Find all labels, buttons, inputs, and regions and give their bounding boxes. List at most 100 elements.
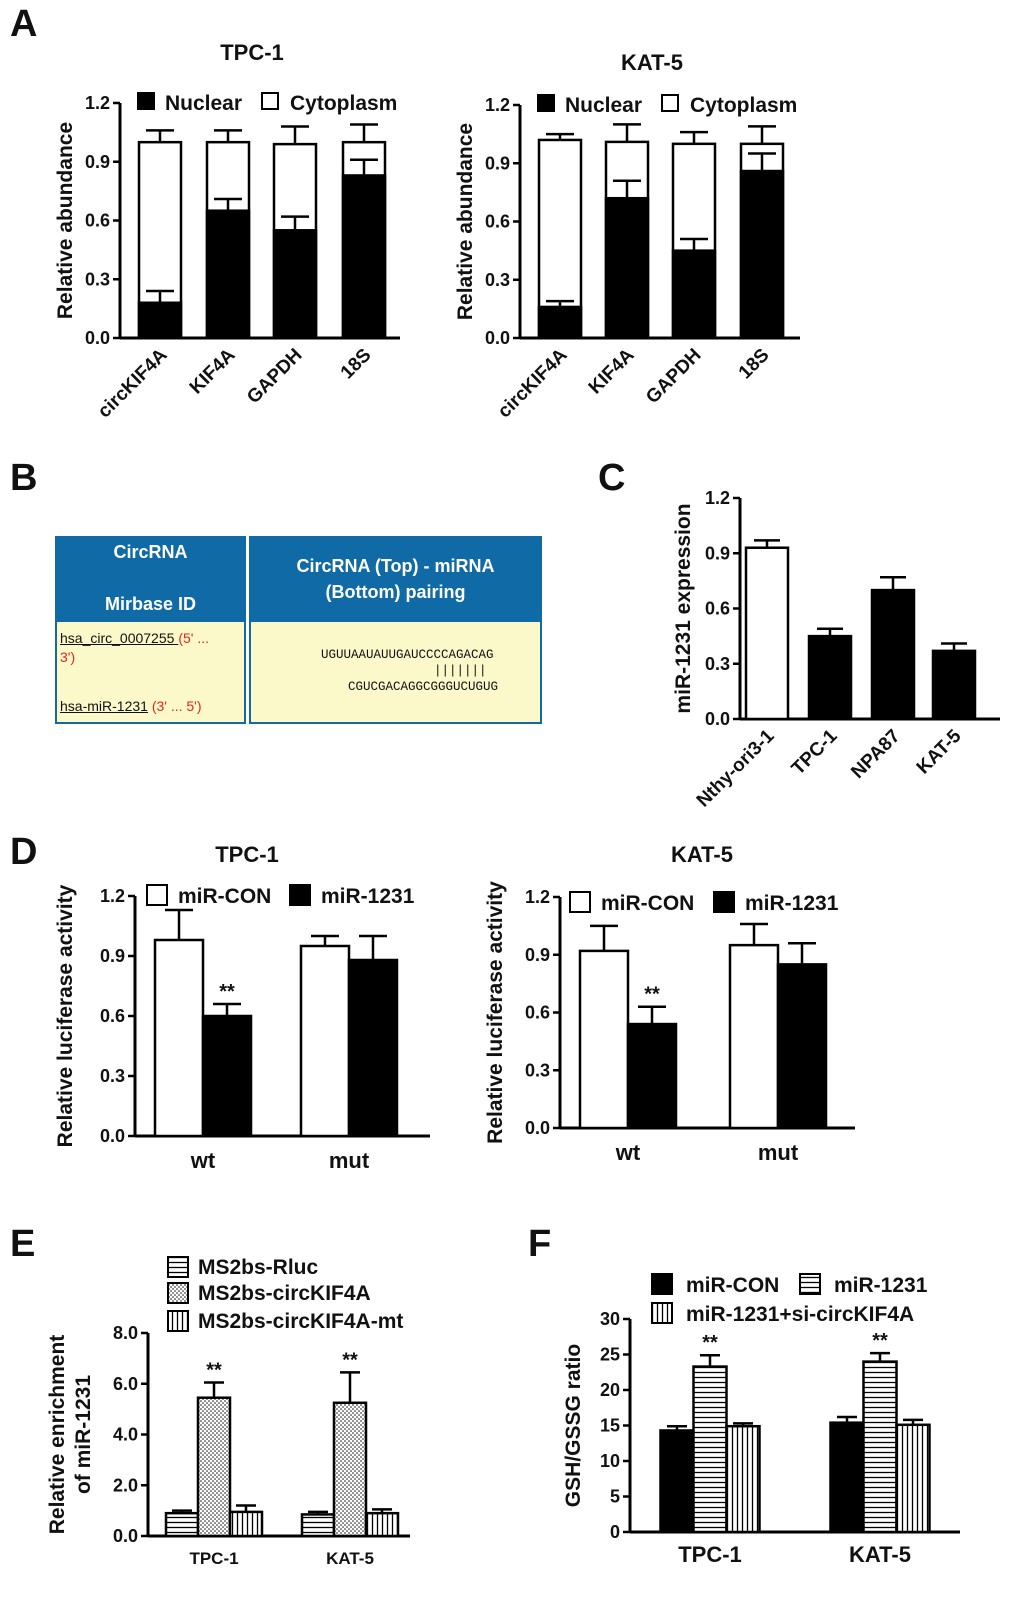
legend-label: miR-1231 (321, 885, 415, 908)
x-tick-label: NPA87 (847, 726, 904, 783)
legend-label: Cytoplasm (690, 94, 797, 117)
bar-mir-1231-si-circkif4a (725, 1424, 761, 1534)
y-tick-label: 1.2 (705, 488, 730, 508)
legend-label: miR-1231+si-circKIF4A (686, 1303, 914, 1326)
sequence-circrna: UGUUAAUAUUGAUCCCCAGACAG (321, 648, 494, 662)
chart-title: KAT-5 (621, 50, 683, 75)
bar-mir-1231 (692, 1365, 728, 1534)
significance-label: ** (219, 981, 235, 1003)
bar-mir-1231 (626, 1022, 678, 1130)
x-tick-label: KAT-5 (913, 725, 966, 778)
legend-label: Cytoplasm (290, 92, 397, 115)
x-tick-label: 18S (735, 345, 774, 384)
y-axis-label: Relative abundance (454, 123, 477, 320)
y-tick-label: 0 (610, 1522, 620, 1542)
bar-mir-con (578, 949, 630, 1130)
significance-label: ** (342, 1349, 358, 1371)
x-tick-label: wt (615, 1140, 641, 1165)
x-tick-label: mut (329, 1148, 370, 1173)
bar-ms2bs-rluc (164, 1511, 200, 1538)
panel-label-c: C (598, 457, 625, 499)
circ-direction-start: (5' ... (178, 630, 209, 646)
bar-mir-con (299, 944, 351, 1138)
header-pairing-line1: CircRNA (Top) - miRNA (296, 556, 495, 576)
chart-title: TPC-1 (215, 842, 279, 867)
legend-label: miR-1231 (745, 892, 839, 915)
bar-mir-1231 (347, 958, 399, 1138)
x-tick-label: circKIF4A (494, 344, 572, 422)
table-header-circrna: CircRNA Mirbase ID (55, 536, 246, 620)
bar-nuclear (537, 305, 583, 340)
y-tick-label: 0.6 (485, 212, 510, 232)
y-tick-label: 1.2 (85, 93, 110, 113)
chart-c: 0.0 0.3 0.6 0.9 1.2 miR-1231 expression Nthy-o… (672, 488, 1000, 811)
bar-nuclear (137, 301, 183, 340)
y-axis-label-line2: of miR-1231 (72, 1375, 95, 1494)
bar-nuclear (272, 229, 318, 340)
x-tick-label: KIF4A (585, 344, 639, 398)
legend-swatch (537, 94, 555, 112)
mir-direction: (3' ... 5') (151, 698, 202, 714)
y-tick-label: 30 (600, 1309, 620, 1329)
y-tick-label: 8.0 (113, 1323, 138, 1343)
x-tick-label: KAT-5 (849, 1542, 911, 1567)
y-tick-label: 5 (610, 1487, 620, 1507)
y-tick-label: 0.0 (705, 709, 730, 729)
legend-swatch (146, 884, 168, 906)
y-tick-label: 0.9 (485, 153, 510, 173)
legend-swatch (651, 1273, 673, 1295)
circ-id-link[interactable]: hsa_circ_0007255 (60, 630, 175, 646)
x-tick-label: wt (190, 1148, 216, 1173)
legend-label: miR-CON (686, 1274, 779, 1297)
legend-label: MS2bs-Rluc (198, 1256, 319, 1279)
legend-swatch (569, 891, 591, 913)
chart-d-kat5: 0.0 0.3 0.6 0.9 1.2 Relative luciferase activ… (484, 842, 855, 1165)
bar-mir-1231-si-circkif4a (895, 1423, 931, 1534)
mir-id-row: hsa-miR-1231 (3' ... 5') (60, 698, 202, 714)
y-tick-label: 0.9 (525, 945, 550, 965)
y-tick-label: 0.0 (85, 328, 110, 348)
y-tick-label: 10 (600, 1451, 620, 1471)
bar-nuclear (205, 209, 251, 340)
y-tick-label: 15 (600, 1416, 620, 1436)
legend-swatch (713, 891, 735, 913)
y-axis-label: GSH/GSSG ratio (562, 1344, 585, 1507)
x-tick-label: TPC-1 (189, 1549, 238, 1568)
bar-ms2bs-circkif4a (332, 1401, 368, 1538)
legend-swatch (137, 92, 155, 110)
bar-nuclear (604, 196, 650, 340)
y-tick-label: 0.0 (485, 328, 510, 348)
x-tick-label: GAPDH (243, 345, 306, 408)
y-tick-label: 0.6 (525, 1003, 550, 1023)
bar (931, 649, 977, 721)
panel-label-a: A (10, 3, 37, 45)
bar-nuclear (671, 249, 717, 340)
y-tick-label: 0.6 (705, 599, 730, 619)
chart-f: 0 5 10 15 20 25 30 GSH/GSSG ratio ** TPC-1 ** KAT-5… (562, 1273, 960, 1567)
bar-ms2bs-circkif4a-mt (228, 1510, 264, 1538)
legend-label: Nuclear (565, 94, 642, 117)
header-circrna-label: CircRNA (113, 542, 188, 562)
mir-id-link[interactable]: hsa-miR-1231 (60, 698, 148, 714)
bar-mir-1231 (201, 1014, 253, 1138)
y-tick-label: 1.2 (485, 95, 510, 115)
x-tick-label: Nthy-ori3-1 (693, 725, 779, 811)
y-axis-label: Relative abundance (54, 122, 77, 319)
panel-label-f: F (528, 1223, 551, 1265)
bar (744, 546, 790, 721)
x-tick-label: TPC-1 (678, 1542, 742, 1567)
chart-title: KAT-5 (671, 842, 733, 867)
circ-direction-end: 3') (60, 649, 76, 665)
x-tick-label: TPC-1 (788, 725, 842, 779)
panel-label-e: E (10, 1223, 35, 1265)
bar-mir-con (829, 1421, 865, 1534)
y-tick-label: 0.3 (100, 1066, 125, 1086)
legend-label: Nuclear (165, 92, 242, 115)
y-tick-label: 1.2 (100, 886, 125, 906)
bar-mir-1231 (776, 963, 828, 1130)
y-tick-label: 0.9 (705, 543, 730, 563)
y-axis-label: Relative luciferase activity (484, 881, 507, 1144)
legend-label: miR-CON (178, 885, 271, 908)
bar-mir-con (728, 943, 780, 1130)
